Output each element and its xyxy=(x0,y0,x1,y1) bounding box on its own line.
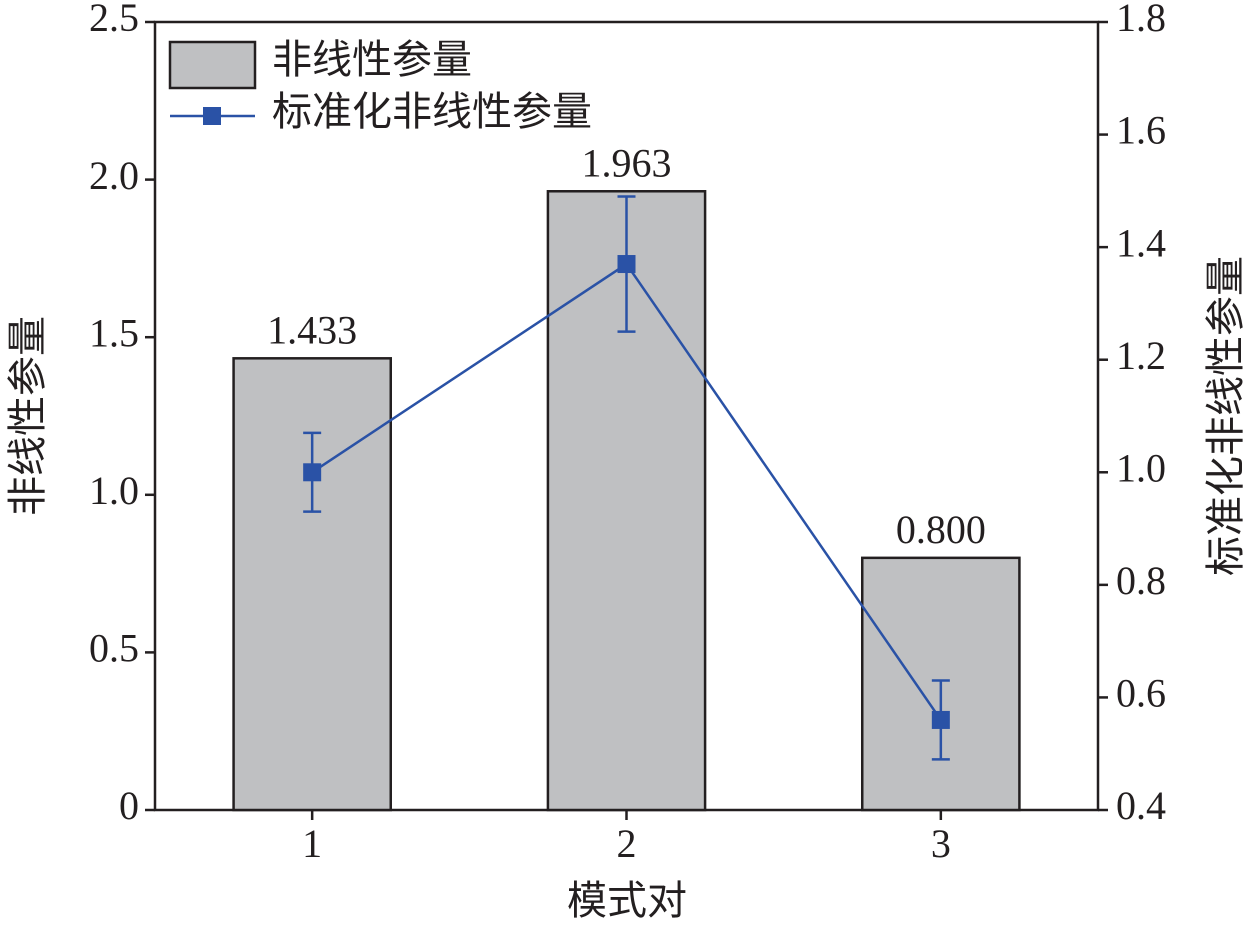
x-axis-label: 模式对 xyxy=(567,878,687,923)
bar xyxy=(232,357,392,812)
y-tick-label: 2.0 xyxy=(89,153,139,198)
y2-tick-label: 1.0 xyxy=(1116,445,1166,490)
legend-marker xyxy=(203,107,221,125)
y2-tick-label: 0.4 xyxy=(1116,783,1166,828)
y2-tick-label: 0.6 xyxy=(1116,671,1166,716)
marker xyxy=(931,710,950,729)
marker xyxy=(303,463,322,482)
y2-tick-label: 1.2 xyxy=(1116,333,1166,378)
value-label: 1.433 xyxy=(267,307,357,352)
legend: 非线性参量 标准化非线性参量 xyxy=(168,37,592,134)
y-axis-label: 非线性参量 xyxy=(5,316,50,516)
legend-label: 非线性参量 xyxy=(272,37,472,82)
y2-tick-label: 0.8 xyxy=(1116,558,1166,603)
y2-tick-label: 1.8 xyxy=(1116,0,1166,40)
y-tick-label: 2.5 xyxy=(89,0,139,40)
marker xyxy=(617,255,636,274)
y-tick-label: 0 xyxy=(119,783,139,828)
y-tick-label: 0.5 xyxy=(89,626,139,671)
x-tick-label: 2 xyxy=(617,821,637,866)
value-label: 0.800 xyxy=(896,507,986,552)
legend-label: 标准化非线性参量 xyxy=(272,89,592,134)
value-label: 1.963 xyxy=(582,140,672,185)
y-tick-label: 1.0 xyxy=(89,468,139,513)
y2-axis-label: 标准化非线性参量 xyxy=(1203,256,1248,576)
x-tick-label: 1 xyxy=(302,821,322,866)
y-tick-label: 1.5 xyxy=(89,310,139,355)
legend-swatch xyxy=(168,40,257,90)
y2-tick-label: 1.6 xyxy=(1116,108,1166,153)
x-tick-label: 3 xyxy=(931,821,951,866)
y2-tick-label: 1.4 xyxy=(1116,220,1166,265)
